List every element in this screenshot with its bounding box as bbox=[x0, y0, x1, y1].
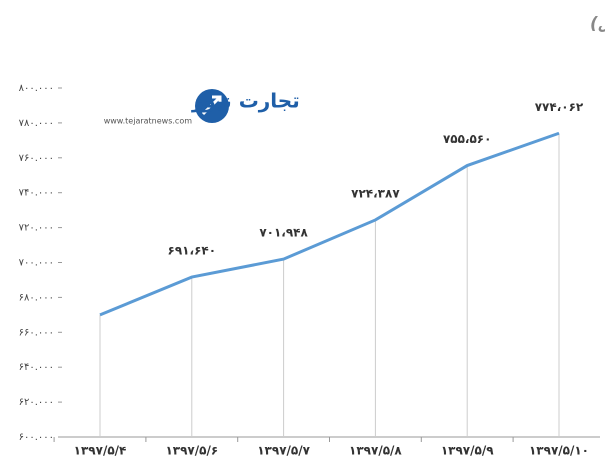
chart-title: روند هفتگی ارزش بازار اول و دوم فرابورس … bbox=[590, 13, 605, 34]
x-tick-label: ۱۳۹۷/۵/۸ bbox=[349, 444, 402, 458]
x-tick-label: ۱۳۹۷/۵/۴ bbox=[74, 444, 127, 458]
x-tick-label: ۱۳۹۷/۵/۶ bbox=[165, 444, 218, 458]
y-tick-label: ۷۶۰.۰۰۰ bbox=[19, 153, 54, 164]
value-label: ۷۰۱،۹۴۸ bbox=[259, 226, 308, 240]
x-tick-label: ۱۳۹۷/۵/۹ bbox=[441, 444, 494, 458]
y-tick-label: ۸۰۰.۰۰۰ bbox=[19, 83, 54, 94]
value-label: ۷۷۴،۰۶۲ bbox=[535, 100, 584, 114]
y-tick-label: ۷۲۰.۰۰۰ bbox=[19, 223, 54, 234]
y-tick-label: ۷۰۰.۰۰۰ bbox=[19, 258, 54, 269]
x-tick-label: ۱۳۹۷/۵/۷ bbox=[257, 444, 310, 458]
x-tick-label: ۱۳۹۷/۵/۱۰ bbox=[529, 444, 589, 458]
y-tick-label: ۷۴۰.۰۰۰ bbox=[19, 188, 54, 199]
y-tick-label: ۶۴۰.۰۰۰ bbox=[19, 362, 54, 373]
value-label: ۷۵۵،۵۶۰ bbox=[443, 132, 492, 146]
data-line bbox=[99, 131, 560, 317]
logo-name: تجارت نیوز bbox=[191, 89, 300, 113]
y-tick-label: ۶۸۰.۰۰۰ bbox=[19, 292, 54, 303]
value-label: ۷۲۴،۳۸۷ bbox=[351, 186, 400, 200]
logo-url: www.tejaratnews.com bbox=[104, 117, 192, 126]
y-tick-label: ۶۶۰.۰۰۰ bbox=[19, 327, 54, 338]
y-tick-label: ۶۰۰.۰۰۰ bbox=[19, 432, 54, 443]
y-tick-label: ۷۸۰.۰۰۰ bbox=[19, 118, 54, 129]
value-label: ۶۹۱،۶۴۰ bbox=[168, 244, 217, 258]
logo: تجارت نیوز www.tejaratnews.com bbox=[104, 89, 300, 126]
logo-arrow bbox=[201, 95, 222, 116]
y-tick-label: ۶۲۰.۰۰۰ bbox=[19, 397, 54, 408]
